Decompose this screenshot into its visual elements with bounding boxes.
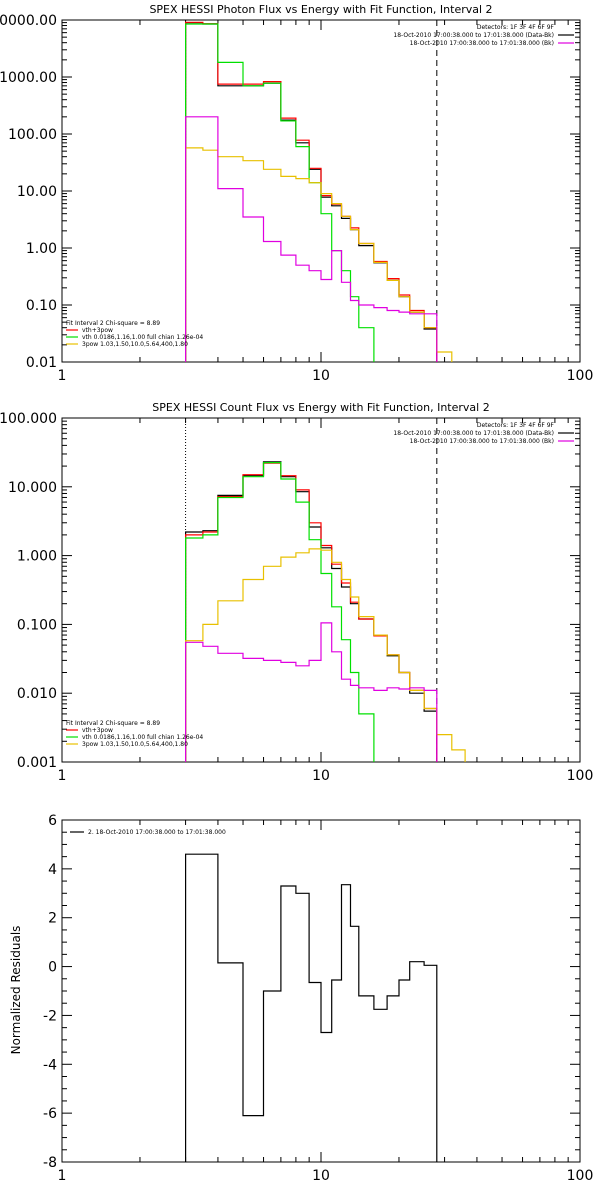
x-tick-label: 1 — [58, 768, 67, 784]
series-group — [185, 461, 466, 762]
y-tick-label: 4 — [48, 862, 57, 878]
legend-top-text: 18-Oct-2010 17:00:38.000 to 17:01:38.000… — [410, 438, 554, 445]
legend-top-text: Detectors: 1F 3F 4F 6F 9F — [477, 422, 555, 429]
y-tick-label: 1000.00 — [0, 70, 57, 86]
y-tick-label: 0.010 — [17, 686, 57, 702]
axes-frame — [61, 417, 581, 763]
y-tick-label: 1.000 — [17, 549, 57, 565]
y-tick-label: -2 — [43, 1008, 57, 1024]
series-line-2 — [185, 462, 375, 762]
y-axis-label: Normalized Residuals — [9, 926, 23, 1055]
legend-top-text: 18-Oct-2010 17:00:38.000 to 17:01:38.000… — [393, 32, 554, 39]
x-tick-label: 100 — [567, 1168, 594, 1184]
y-tick-label: -4 — [43, 1057, 57, 1073]
y-tick-label: 100.000 — [0, 411, 57, 427]
y-tick-label: -8 — [43, 1155, 57, 1171]
y-tick-label: 100.00 — [8, 127, 57, 143]
series-line-0 — [185, 22, 438, 362]
legend-bottom-text: vth 0.0186,1.16,1.00 full chian 1.26e-04 — [82, 734, 203, 741]
y-tick-label: 10.00 — [17, 184, 57, 200]
legend-top-text: 18-Oct-2010 17:00:38.000 to 17:01:38.000… — [393, 430, 554, 437]
x-tick-label: 1 — [58, 1168, 67, 1184]
chart-title: SPEX HESSI Photon Flux vs Energy with Fi… — [149, 3, 492, 16]
series-line-0 — [185, 461, 438, 762]
chart-title: SPEX HESSI Count Flux vs Energy with Fit… — [152, 401, 489, 414]
y-tick-label: 10000.00 — [0, 13, 57, 29]
legend-bottom-text: 3pow 1.03,1.50,10.0,5.64,400,1.80 — [82, 341, 188, 348]
series-line-0 — [185, 853, 438, 1162]
legend-bottom-text: vth 0.0186,1.16,1.00 full chian 1.26e-04 — [82, 334, 203, 341]
legend-text: 2. 18-Oct-2010 17:00:38.000 to 17:01:38.… — [88, 829, 226, 836]
series-line-3 — [185, 147, 453, 362]
series-line-1 — [185, 21, 438, 362]
legend-bottom-text: Fit Interval 2 Chi-square = 8.89 — [66, 320, 160, 327]
legend-bottom-text: vth+3pow — [82, 727, 113, 734]
count-flux-chart: SPEX HESSI Count Flux vs Energy with Fit… — [0, 401, 593, 784]
y-tick-label: 0.001 — [17, 755, 57, 771]
x-tick-label: 1 — [58, 368, 67, 384]
x-tick-label: 100 — [567, 368, 594, 384]
series-line-2 — [185, 23, 375, 362]
y-tick-label: 0.100 — [17, 617, 57, 633]
y-tick-label: 0 — [48, 960, 57, 976]
x-tick-label: 10 — [312, 1168, 330, 1184]
series-group — [185, 21, 453, 362]
y-tick-label: 0.10 — [26, 298, 57, 314]
x-tick-label: 100 — [567, 768, 594, 784]
residuals-chart: Normalized Residuals 1 10 100 -8 -6 -4 -2 0 2 4 6 2… — [9, 813, 593, 1184]
series-group — [185, 853, 438, 1162]
legend-top-text: Detectors: 1F 3F 4F 6F 9F — [477, 24, 555, 31]
legend-bottom-text: 3pow 1.03,1.50,10.0,5.64,400,1.80 — [82, 741, 188, 748]
y-tick-label: 6 — [48, 813, 57, 829]
series-line-4 — [185, 622, 438, 762]
y-tick-label: 0.01 — [26, 355, 57, 371]
x-tick-label: 10 — [312, 768, 330, 784]
series-line-1 — [185, 462, 438, 762]
legend-bottom-text: Fit Interval 2 Chi-square = 8.89 — [66, 720, 160, 727]
y-tick-label: -6 — [43, 1106, 57, 1122]
photon-flux-chart: SPEX HESSI Photon Flux vs Energy with Fi… — [0, 3, 593, 384]
y-tick-label: 10.000 — [8, 480, 57, 496]
legend-bottom-text: vth+3pow — [82, 327, 113, 334]
y-tick-label: 1.00 — [26, 241, 57, 257]
x-tick-label: 10 — [312, 368, 330, 384]
legend-top-text: 18-Oct-2010 17:00:38.000 to 17:01:38.000… — [410, 40, 554, 47]
series-line-4 — [185, 116, 438, 362]
y-tick-label: 2 — [48, 911, 57, 927]
series-line-3 — [185, 548, 466, 762]
